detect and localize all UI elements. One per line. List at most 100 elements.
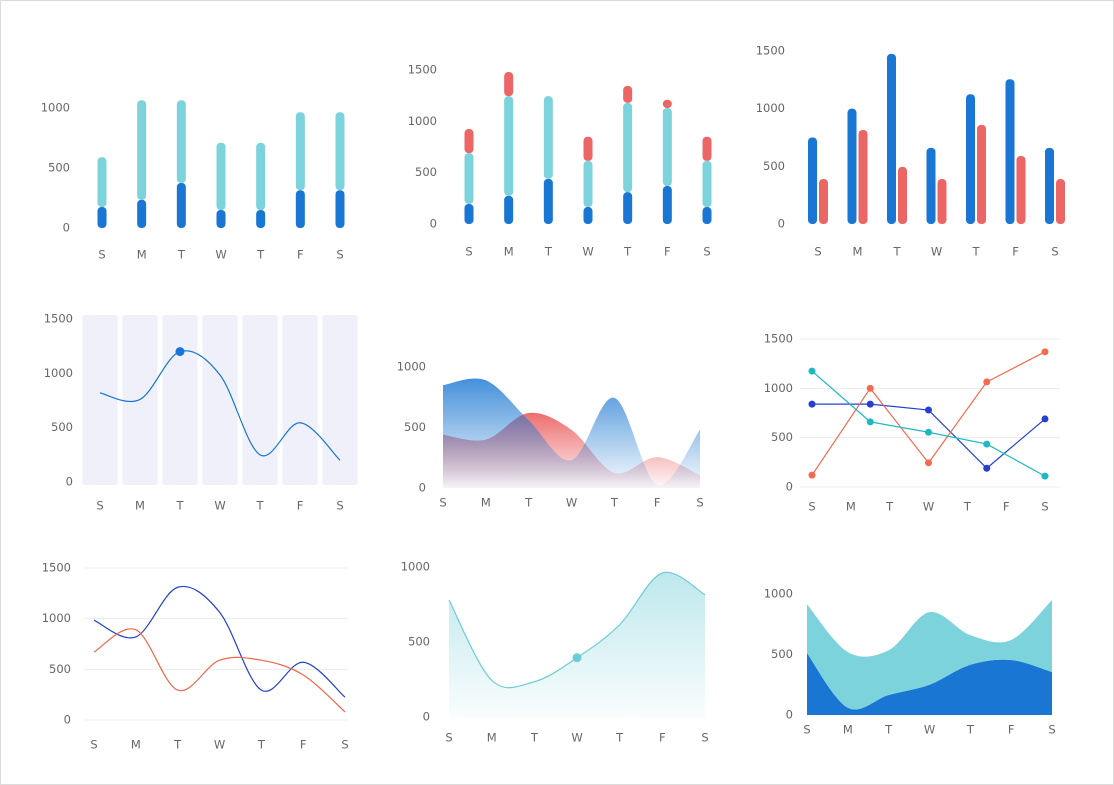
point [1041,472,1049,480]
point [866,400,874,408]
x-tick-label: W [215,248,226,262]
x-tick-label: M [137,248,147,262]
line [93,628,346,713]
bar [662,186,672,224]
bar [256,210,266,228]
bar [176,183,186,228]
line [93,585,346,698]
category-band [282,315,318,485]
point [1041,415,1049,423]
bar [137,100,147,200]
y-tick-label: 500 [51,420,73,434]
y-tick-label: 500 [408,635,430,649]
category-band [242,315,278,485]
bar [504,96,514,196]
bar [702,136,712,161]
bar [504,72,514,97]
y-tick-label: 0 [786,708,793,722]
bar [662,99,672,108]
y-tick-label: 1500 [756,44,785,58]
x-tick-label: T [892,245,901,259]
chart-panel: 0 500 1000 1500 S M T W T F S [764,332,1060,514]
x-tick-label: S [1048,723,1055,737]
y-tick-label: 0 [423,710,430,724]
category-band [162,315,198,485]
y-tick-label: 0 [430,217,437,231]
bar [464,203,474,224]
x-tick-label: T [256,248,265,262]
x-tick-label: F [1012,245,1019,259]
bar [137,199,147,228]
x-tick-label: T [173,738,182,752]
area [807,600,1052,710]
x-tick-label: M [135,499,145,513]
x-tick-label: W [931,245,942,259]
chart-panel: 0 500 1000 S M T W T F S [764,587,1056,737]
bar [583,207,593,224]
x-tick-label: M [481,496,491,510]
x-tick-label: W [214,738,225,752]
y-tick-label: 1500 [44,312,73,326]
bar [808,137,817,224]
bar [295,190,305,228]
y-tick-label: 1000 [408,114,437,128]
bar [887,53,896,225]
bar [1056,179,1065,224]
highlight-point [572,653,582,663]
y-tick-label: 0 [66,475,73,489]
x-tick-label: T [963,500,972,514]
bar [543,178,553,224]
x-tick-label: M [487,731,497,745]
bar [1005,79,1015,224]
y-tick-label: 1000 [764,381,793,395]
bar [926,147,936,224]
y-tick-label: 500 [415,165,437,179]
x-tick-label: M [131,738,141,752]
x-tick-label: M [846,500,856,514]
bar [256,142,266,210]
x-tick-label: S [445,731,452,745]
x-tick-label: T [966,723,975,737]
category-band [82,315,118,485]
y-tick-label: 1000 [764,587,793,601]
point [808,367,816,375]
x-tick-label: T [530,731,539,745]
y-tick-label: 0 [419,481,426,495]
bar [295,112,305,191]
x-tick-label: F [659,731,666,745]
chart-panel: 0 500 1000 1500 S M T W T F S [408,63,712,259]
x-tick-label: T [884,723,893,737]
point [983,440,991,448]
x-tick-label: F [1008,723,1015,737]
y-tick-label: 1500 [42,561,71,575]
x-tick-label: T [524,496,533,510]
x-tick-label: W [923,500,934,514]
bar [977,124,986,224]
y-tick-label: 1500 [408,63,437,77]
x-tick-label: T [255,499,264,513]
bar [623,192,633,224]
x-tick-label: W [582,245,593,259]
y-tick-label: 500 [49,662,71,676]
point [925,428,932,436]
x-tick-label: M [504,245,514,259]
x-tick-label: T [610,496,619,510]
x-tick-label: W [566,496,577,510]
x-tick-label: T [175,499,184,513]
bar [662,107,672,187]
x-tick-label: S [96,499,103,513]
y-tick-label: 500 [404,420,426,434]
line [99,350,341,461]
y-tick-label: 1000 [397,360,426,374]
point [808,471,816,479]
x-tick-label: S [341,738,348,752]
x-tick-label: T [623,245,632,259]
bar [543,96,553,179]
x-tick-label: T [885,500,894,514]
x-tick-label: T [971,245,980,259]
point [983,464,991,472]
bar [335,112,345,191]
bar [97,207,107,228]
category-band [322,315,358,485]
